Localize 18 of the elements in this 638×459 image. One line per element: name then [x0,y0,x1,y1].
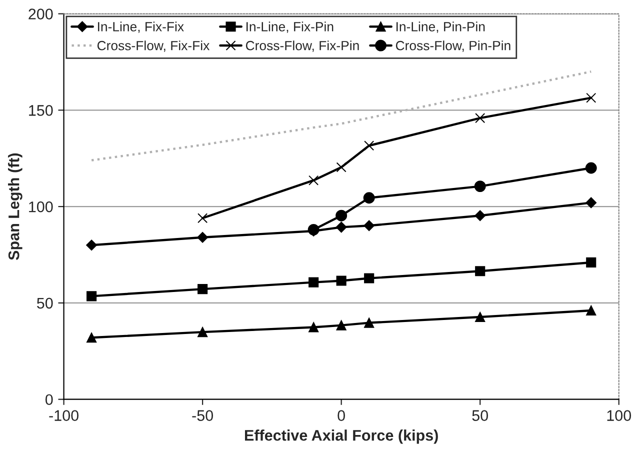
y-axis-title: Span Legth (ft) [8,153,22,260]
legend-label: In-Line, Pin-Pin [396,22,485,33]
x-tick-label: 0 [338,410,345,421]
y-tick-label: 0 [45,394,53,406]
legend-label: Cross-Flow, Fix-Fix [97,40,210,52]
y-tick-label: 100 [29,201,53,212]
legend-label: Cross-Flow, Fix-Pin [246,40,359,52]
y-tick-label: 50 [37,298,53,309]
y-tick-label: 200 [28,8,53,20]
legend-label: Cross-Flow, Pin-Pin [396,40,510,52]
x-tick-label: 100 [607,410,632,421]
x-tick-label: -100 [49,410,78,421]
legend-label: In-Line, Fix-Pin [246,22,334,33]
legend-label: In-Line, Fix-Fix [98,22,184,33]
x-tick-label: 50 [472,410,488,421]
x-tick-label: -50 [192,410,214,421]
x-axis-title: Effective Axial Force (kips) [245,430,438,444]
y-tick-label: 150 [29,105,53,116]
